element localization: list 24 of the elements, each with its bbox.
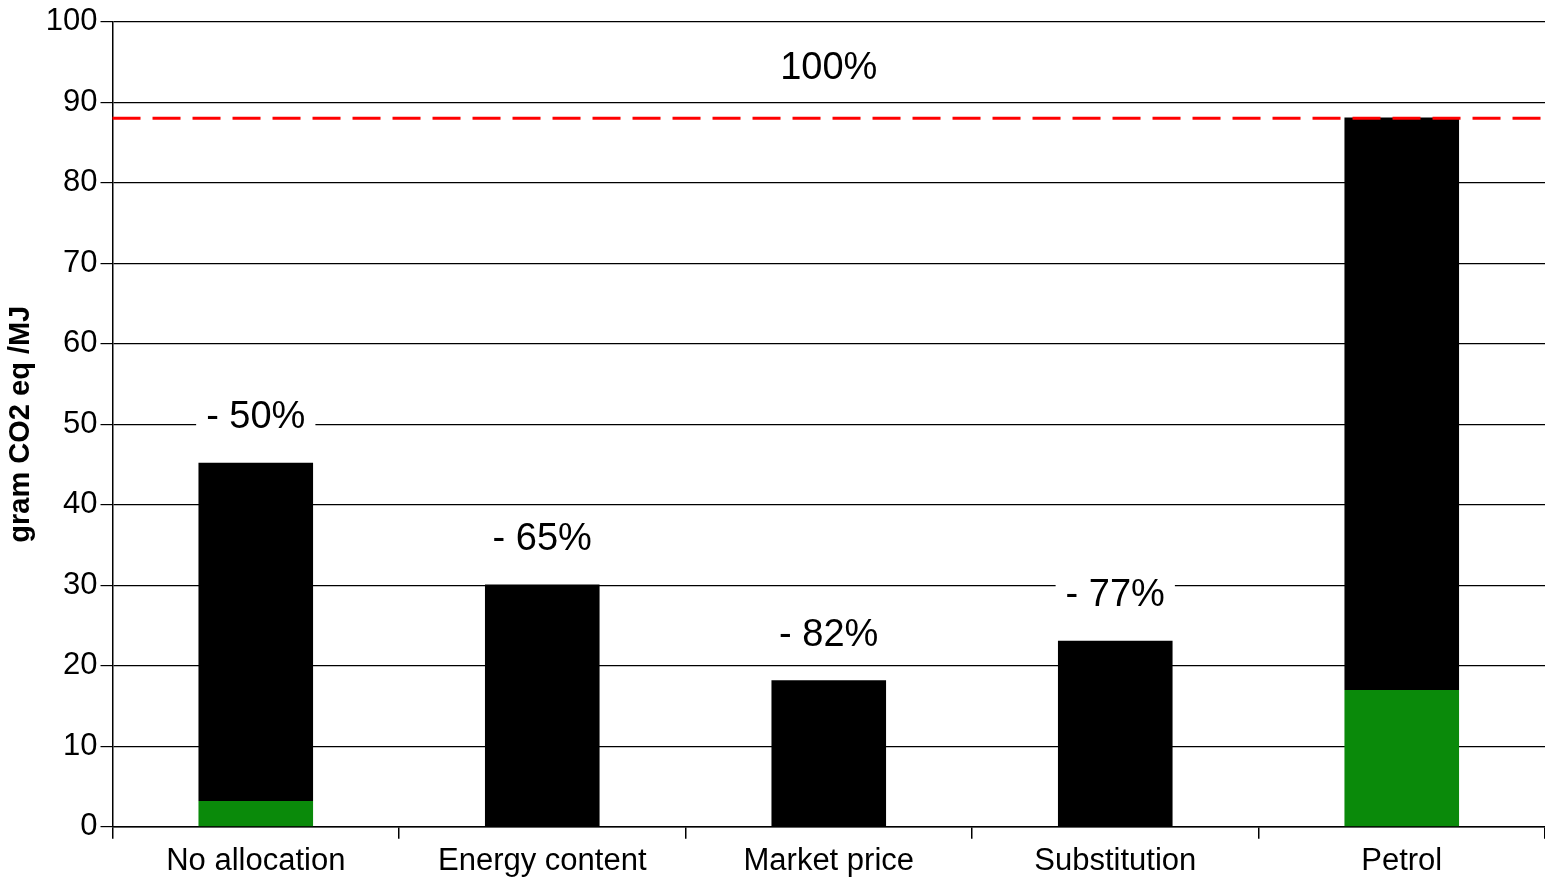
y-tick-label: 0 — [80, 807, 98, 843]
y-tick-label: 40 — [63, 485, 98, 521]
bar — [198, 801, 314, 827]
y-tick-label: 100 — [45, 2, 98, 38]
annotation: - 77% — [1065, 572, 1165, 615]
x-tick-label: Substitution — [1034, 841, 1197, 877]
y-tick-label: 10 — [63, 726, 98, 762]
y-tick-label: 70 — [63, 243, 98, 279]
x-tick-label: No allocation — [166, 841, 346, 877]
bar — [1344, 689, 1460, 827]
x-tick-label: Energy content — [438, 841, 647, 877]
annotation: - 50% — [206, 394, 306, 437]
y-tick-label: 30 — [63, 565, 98, 601]
y-tick-label: 60 — [63, 324, 98, 360]
x-tick-label: Market price — [743, 841, 915, 877]
y-axis-title: gram CO2 eq /MJ — [3, 305, 36, 543]
annotation: - 65% — [492, 515, 592, 558]
y-tick-label: 20 — [63, 646, 98, 682]
annotation: 100% — [780, 44, 878, 87]
x-tick-label: Petrol — [1361, 841, 1443, 877]
y-tick-label: 80 — [63, 163, 98, 199]
y-tick-label: 90 — [63, 82, 98, 118]
y-tick-label: 50 — [63, 404, 98, 440]
annotation: - 82% — [779, 611, 879, 654]
